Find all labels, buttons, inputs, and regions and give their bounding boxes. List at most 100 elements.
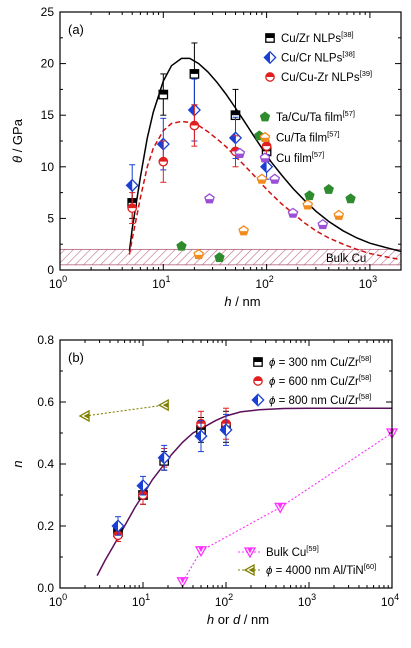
data-point [158, 89, 169, 100]
legend-entry-800-nm-cu-zr: ϕ = 800 nm Cu/Zr[58] [251, 392, 371, 407]
data-point [194, 429, 208, 443]
series-cu-cu-zr-nlps [127, 104, 272, 225]
data-point [274, 502, 287, 514]
fit-curve-1 [96, 407, 392, 576]
data-point [157, 398, 169, 412]
y-tick-label: 20 [41, 57, 55, 71]
x-tick-label: 102 [255, 274, 273, 291]
legend-entry-600-nm-cu-zr: ϕ = 600 nm Cu/Zr[58] [253, 373, 371, 388]
legend-entry-cu-cr-nlps: Cu/Cr NLPs[38] [263, 50, 355, 65]
y-tick-label: 0.0 [37, 581, 54, 595]
series-cu-cr-nlps [125, 78, 274, 207]
series-line [84, 404, 165, 417]
data-point [287, 207, 299, 218]
legend-label: ϕ = 600 nm Cu/Zr[58] [269, 373, 371, 388]
y-axis-label: θ / GPa [10, 118, 25, 163]
data-point [125, 178, 139, 192]
legend-entry-cu-cu-zr-nlps: Cu/Cu-Zr NLPs[39] [265, 69, 372, 84]
data-point [136, 479, 150, 493]
band-label: Bulk Cu [326, 253, 366, 265]
data-point [189, 120, 200, 131]
legend-marker [263, 50, 277, 65]
x-tick-label: 101 [152, 274, 170, 291]
series-cu-ta-film [193, 173, 345, 260]
data-point [234, 147, 246, 158]
legend-entry-cu-ta-film: Cu/Ta film[57] [259, 130, 340, 145]
data-point [345, 193, 356, 204]
data-point [304, 190, 315, 201]
y-tick-label: 0.8 [37, 333, 54, 347]
panel-label: (a) [68, 22, 84, 37]
legend-marker [265, 33, 275, 43]
legend-label: Cu/Ta film[57] [276, 130, 340, 145]
data-point [269, 173, 281, 184]
data-point [111, 519, 125, 533]
series-cu-film [204, 147, 329, 230]
legend-label: Cu/Zr NLPs[38] [281, 30, 354, 45]
y-tick-label: 15 [41, 108, 55, 122]
y-tick-label: 0.2 [37, 519, 54, 533]
y-tick-label: 5 [47, 211, 54, 225]
legend-label: Cu/Cr NLPs[38] [281, 50, 355, 65]
data-point [157, 451, 171, 465]
data-point [194, 546, 208, 558]
x-tick-label: 101 [132, 592, 150, 609]
legend-marker [243, 547, 257, 559]
data-point [204, 193, 215, 204]
data-point [214, 252, 225, 263]
data-point [127, 203, 138, 213]
legend-marker [265, 72, 275, 82]
legend-entry-cu-film: Cu film[57] [259, 150, 324, 165]
data-point [176, 240, 187, 251]
data-point [302, 199, 314, 210]
data-point [238, 225, 250, 236]
legend-label: Cu film[57] [276, 150, 324, 165]
legend-entry-cu-zr-nlps: Cu/Zr NLPs[38] [265, 30, 354, 45]
x-tick-label: 100 [49, 274, 67, 291]
data-point [256, 173, 268, 184]
data-point [176, 577, 189, 589]
data-point [261, 141, 272, 152]
y-axis-label: n [10, 460, 25, 467]
legend-marker [251, 393, 265, 407]
series-line [182, 432, 393, 583]
series-4000-nm-al-tin [78, 398, 169, 423]
legend-label: ϕ = 800 nm Cu/Zr[58] [269, 392, 371, 407]
series-ta-cu-ta-film [176, 130, 356, 263]
data-point [78, 409, 90, 423]
data-point [189, 69, 200, 79]
legend-marker [253, 376, 263, 386]
y-tick-label: 0.4 [37, 457, 54, 471]
legend-entry-ta-cu-ta-film: Ta/Cu/Ta film[57] [259, 109, 355, 124]
legend-label: Cu/Cu-Zr NLPs[39] [281, 69, 372, 84]
y-tick-label: 0 [47, 263, 54, 277]
data-point [219, 423, 233, 437]
legend-marker [243, 563, 255, 577]
legend-marker [253, 357, 263, 367]
legend-entry-300-nm-cu-zr: ϕ = 300 nm Cu/Zr[58] [253, 354, 371, 369]
x-tick-label: 100 [49, 592, 67, 609]
legend-entry-4000-nm-al-tin: ϕ = 4000 nm Al/TiN[60] [238, 562, 376, 577]
x-axis-label: h or d / nm [207, 612, 269, 627]
legend-label: Bulk Cu[59] [266, 544, 319, 559]
data-point [158, 156, 169, 167]
panel-a-chart: Bulk Cu 100 101 102 103 0 5 10 15 20 25 (a) h / nm θ … [10, 5, 402, 309]
legend-entry-bulk-cu: Bulk Cu[59] [238, 544, 319, 559]
legend-label: ϕ = 300 nm Cu/Zr[58] [269, 354, 371, 369]
x-tick-label: 104 [381, 592, 399, 609]
x-tick-label: 103 [298, 592, 316, 609]
legend-marker [259, 131, 271, 143]
y-tick-label: 10 [41, 160, 55, 174]
series-800-nm-cu-zr [111, 413, 233, 536]
legend-marker [259, 152, 271, 163]
fit-curve-2 [128, 120, 401, 261]
panel-label: (b) [68, 350, 84, 365]
x-tick-label: 103 [359, 274, 377, 291]
y-tick-label: 25 [41, 5, 55, 19]
legend-label: Ta/Cu/Ta film[57] [276, 109, 355, 124]
series-600-nm-cu-zr [113, 407, 231, 542]
legend-label: ϕ = 4000 nm Al/TiN[60] [266, 562, 376, 577]
legend-marker [259, 111, 271, 122]
series-300-nm-cu-zr [113, 410, 231, 539]
